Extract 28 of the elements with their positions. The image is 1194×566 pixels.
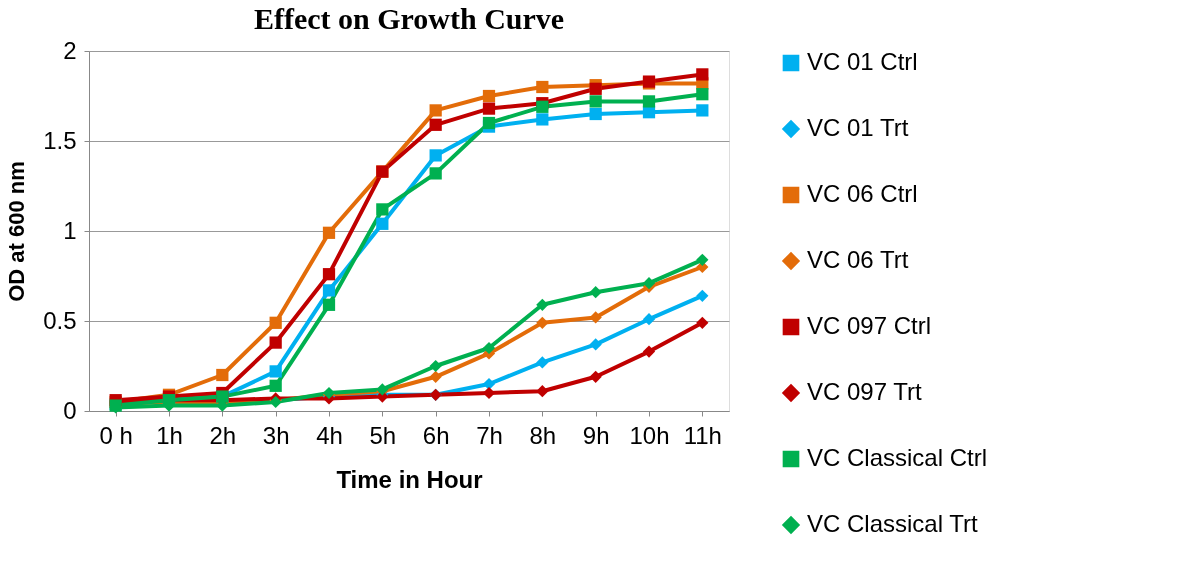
- chart-title: Effect on Growth Curve: [253, 2, 565, 35]
- y-axis-title: OD at 600 nm: [4, 161, 30, 302]
- x-tick-label: 5h: [369, 421, 397, 449]
- x-tick-label: 9h: [582, 421, 610, 449]
- legend-label: VC 097 Ctrl: [807, 312, 932, 339]
- legend-label: VC 097 Trt: [807, 378, 923, 405]
- legend-label: VC 06 Ctrl: [807, 180, 918, 207]
- legend-label: VC 01 Ctrl: [807, 48, 918, 75]
- x-tick-label: 1h: [156, 421, 183, 449]
- x-tick-label: 10h: [629, 421, 670, 449]
- y-tick-label: 2: [63, 36, 77, 64]
- x-tick-label: 7h: [476, 421, 503, 449]
- x-tick-label: 4h: [316, 421, 343, 449]
- legend-label: VC Classical Trt: [807, 510, 979, 537]
- x-tick-label: 2h: [209, 421, 237, 449]
- y-tick-label: 0: [63, 396, 77, 424]
- y-tick-label: 0.5: [43, 306, 77, 334]
- x-tick-label: 8h: [529, 421, 557, 449]
- y-tick-label: 1: [63, 216, 77, 244]
- x-tick-label: 0 h: [99, 421, 133, 449]
- legend-label: VC Classical Ctrl: [807, 444, 988, 471]
- y-tick-label: 1.5: [43, 126, 77, 154]
- x-tick-label: 11h: [683, 421, 722, 449]
- x-tick-label: 3h: [262, 421, 290, 449]
- x-tick-label: 6h: [422, 421, 450, 449]
- x-axis-title: Time in Hour: [336, 465, 483, 493]
- legend-label: VC 01 Trt: [807, 114, 909, 141]
- legend-label: VC 06 Trt: [807, 246, 909, 273]
